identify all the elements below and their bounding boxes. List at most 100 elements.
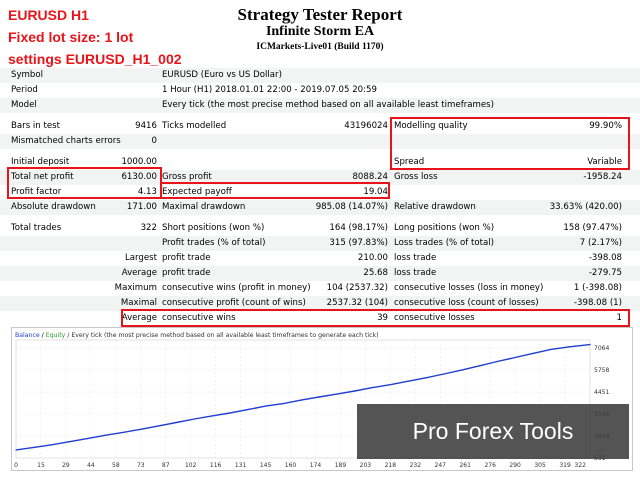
balance-point — [300, 399, 302, 401]
loss-trades-value: 7 (2.17%) — [579, 238, 622, 248]
deposit-value: 1000.00 — [121, 157, 157, 167]
server-build: ICMarkets-Live01 (Build 1170) — [256, 42, 384, 52]
largest-profit-label: profit trade — [162, 253, 211, 263]
balance-point — [589, 344, 591, 346]
maximum-row: Maximum consecutive wins (profit in mone… — [0, 281, 640, 296]
balance-point — [68, 441, 71, 443]
x-tick-label: 261 — [459, 462, 471, 469]
balance-point — [247, 408, 249, 411]
symbol-row: Symbol EURUSD (Euro vs US Dollar) — [0, 68, 640, 83]
x-tick-label: 276 — [484, 462, 496, 469]
bars-label: Bars in test — [11, 121, 60, 131]
avg-cons-losses-value: 1 — [616, 313, 622, 323]
avg-cons-wins-label: consecutive wins — [162, 313, 236, 323]
average-profit-value: 25.68 — [363, 268, 388, 278]
y-tick-label: 4451 — [594, 389, 609, 396]
spread-value: Variable — [587, 157, 622, 167]
largest-row: Largest profit trade 210.00 loss trade -… — [0, 251, 640, 266]
balance-point — [264, 405, 267, 407]
balance-point — [318, 396, 320, 398]
x-tick-label: 15 — [37, 462, 45, 469]
balance-point — [104, 434, 106, 436]
mismatch-label: Mismatched charts errors — [11, 136, 121, 146]
largest-profit-value: 210.00 — [357, 253, 388, 263]
x-tick-label: 174 — [310, 462, 322, 469]
maximal-row: Maximal consecutive profit (count of win… — [0, 296, 640, 311]
balance-point — [478, 365, 481, 367]
average-loss-value: -279.75 — [588, 268, 622, 278]
x-tick-label: 305 — [534, 462, 546, 469]
gross-profit-value: 8088.24 — [352, 172, 388, 182]
balance-point — [51, 444, 53, 446]
x-tick-label: 58 — [112, 462, 120, 469]
max-cons-losses-label: consecutive losses (loss in money) — [394, 283, 544, 293]
overlay-line-3: settings EURUSD_H1_002 — [8, 51, 182, 67]
legend-description: / Every tick (the most precise method ba… — [65, 332, 378, 339]
x-tick-label: 102 — [185, 462, 197, 469]
max-dd-label: Maximal drawdown — [162, 202, 246, 212]
balance-point — [354, 390, 356, 392]
y-tick-label: 5758 — [594, 367, 609, 374]
balance-point — [229, 412, 231, 414]
average-row: Average profit trade 25.68 loss trade -2… — [0, 266, 640, 281]
average-profit-label: profit trade — [162, 268, 211, 278]
profit-factor-row: Profit factor 4.13 Expected payoff 19.04 — [0, 185, 640, 200]
deposit-row: Initial deposit 1000.00 Spread Variable — [0, 155, 640, 170]
net-profit-row: Total net profit 6130.00 Gross profit 80… — [0, 170, 640, 185]
x-tick-label: 87 — [162, 462, 170, 469]
x-tick-label: 203 — [360, 462, 372, 469]
x-tick-label-last: 322 — [575, 462, 587, 469]
total-trades-label: Total trades — [11, 223, 62, 233]
maximum-label: Maximum — [114, 283, 157, 293]
mismatch-row: Mismatched charts errors 0 — [0, 134, 640, 149]
avg-cons-wins-value: 39 — [377, 313, 388, 323]
profit-factor-label: Profit factor — [11, 187, 62, 197]
chart-series — [15, 343, 591, 451]
balance-point — [371, 386, 374, 389]
mismatch-value: 0 — [151, 136, 157, 146]
balance-point — [514, 356, 516, 359]
balance-point — [425, 377, 427, 379]
x-tick-label: 189 — [335, 462, 347, 469]
balance-point — [407, 380, 409, 382]
balance-point — [193, 418, 195, 420]
total-trades-value: 322 — [140, 223, 157, 233]
x-tick-label: 232 — [410, 462, 422, 469]
rel-dd-value: 33.63% (420.00) — [549, 202, 622, 212]
balance-point — [86, 438, 88, 440]
ea-name: Infinite Storm EA — [265, 24, 375, 39]
max-cons-wins-value: 104 (2537.32) — [326, 283, 388, 293]
average-loss-label: loss trade — [394, 268, 437, 278]
bars-value: 9416 — [135, 121, 157, 131]
balance-point — [496, 360, 498, 363]
x-tick-label: 73 — [137, 462, 145, 469]
balance-point — [282, 402, 284, 405]
chart-legend: Balance / Equity / Every tick (the most … — [15, 332, 379, 339]
avg-cons-losses-label: consecutive losses — [394, 313, 475, 323]
largest-loss-label: loss trade — [394, 253, 437, 263]
overlay-line-1: EURUSD H1 — [8, 7, 89, 23]
period-label: Period — [11, 85, 38, 95]
long-label: Long positions (won %) — [394, 223, 495, 233]
chart-x-ticks: 0 15 29 44 58 73 87 102 116 131 145 160 174 189 203 218… — [14, 462, 586, 469]
balance-point — [568, 346, 570, 348]
balance-point — [15, 449, 17, 451]
profit-trades-value: 315 (97.83%) — [329, 238, 388, 248]
x-tick-label: 131 — [235, 462, 247, 469]
balance-point — [211, 415, 213, 417]
payoff-value: 19.04 — [363, 187, 388, 197]
short-value: 164 (98.17%) — [329, 223, 388, 233]
balance-chart-svg: Balance / Equity / Every tick (the most … — [14, 332, 609, 469]
balance-point — [461, 369, 463, 371]
maximal-profit-value: 2537.32 (104) — [326, 298, 388, 308]
chart-grid — [15, 339, 591, 459]
largest-loss-value: -398.08 — [588, 253, 622, 263]
y-tick-label: 7064 — [594, 345, 609, 352]
overlay-line-2: Fixed lot size: 1 lot — [8, 29, 134, 45]
profit-trades-row: Profit trades (% of total) 315 (97.83%) … — [0, 236, 640, 251]
x-tick-label: 145 — [260, 462, 272, 469]
x-tick-label: 247 — [435, 462, 447, 469]
period-value: 1 Hour (H1) 2018.01.01 22:00 - 2019.07.0… — [162, 85, 377, 95]
maximal-profit-label: consecutive profit (count of wins) — [162, 298, 306, 308]
long-value: 158 (97.47%) — [563, 223, 622, 233]
